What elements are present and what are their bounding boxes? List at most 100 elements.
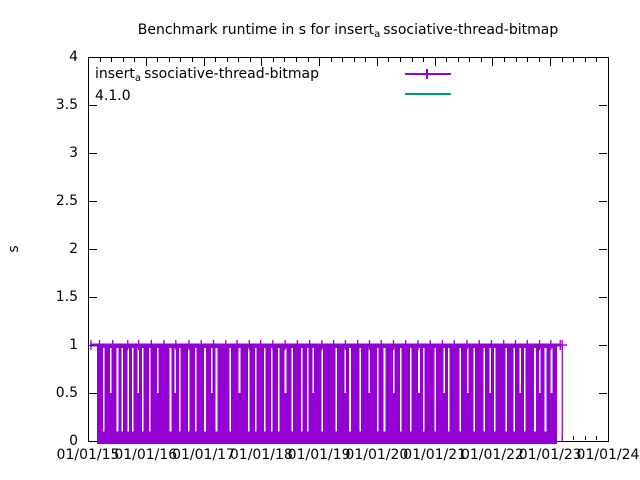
- x-tick-label: 01/01/24: [576, 447, 640, 463]
- series-last-drop: [561, 345, 563, 441]
- series-gap-half: [443, 348, 446, 393]
- series-gap-full: [229, 348, 232, 432]
- y-tick-label: 1: [69, 337, 78, 353]
- series-point-marker: [441, 340, 444, 350]
- series-gap-half: [284, 348, 287, 393]
- series-gap-half: [137, 348, 140, 393]
- series-gap-half: [211, 348, 213, 393]
- series-gap-half: [312, 348, 314, 393]
- series-gap-half: [392, 348, 395, 393]
- y-tick-label: 3.5: [55, 97, 78, 113]
- series-top-line: [90, 343, 562, 347]
- series-point-marker: [236, 340, 238, 350]
- chart-title-subscript: a: [374, 29, 381, 40]
- series-gap-full: [483, 348, 486, 432]
- series-point-marker: [392, 340, 395, 350]
- series-last-marker-v: [561, 340, 563, 350]
- series-gap-full: [349, 348, 351, 432]
- series-gap-full: [409, 348, 412, 432]
- series-point-marker: [163, 340, 165, 350]
- x-tick-label: 01/01/22: [460, 447, 524, 463]
- series-point-marker: [284, 340, 286, 350]
- series-gap-half: [550, 348, 553, 393]
- series-point-marker: [225, 340, 227, 350]
- series-gap-half: [109, 348, 112, 393]
- legend-entry-series: inserta ssociative-thread-bitmap: [95, 66, 319, 87]
- series-point-marker: [368, 340, 371, 350]
- series-point-marker: [332, 340, 335, 350]
- legend-entry-series-suffix: ssociative-thread-bitmap: [144, 66, 320, 82]
- series-gap-full: [247, 348, 250, 432]
- series-gap-full: [359, 348, 361, 432]
- legend-entry-series-prefix: insert: [95, 66, 135, 82]
- series-gap-full: [142, 348, 144, 432]
- y-tick-label: 0: [69, 433, 78, 449]
- series-gap-half: [344, 348, 347, 393]
- series-gap-full: [270, 348, 273, 432]
- series-gap-full: [422, 348, 425, 432]
- series-gap-full: [335, 348, 337, 432]
- y-tick-label: 1.5: [55, 289, 78, 305]
- series-gap-half: [466, 348, 469, 393]
- chart-title: Benchmark runtime in s for inserta ssocia…: [88, 22, 608, 40]
- series-gap-full: [459, 348, 462, 432]
- series-gap-full: [448, 348, 450, 432]
- series-gap-full: [264, 348, 266, 432]
- series-point-marker: [150, 340, 152, 350]
- series-gap-full: [399, 348, 402, 432]
- series-gap-full: [494, 348, 496, 432]
- series-gap-full: [204, 348, 206, 432]
- series-point-marker: [429, 340, 431, 350]
- series-gap-full: [524, 348, 526, 432]
- series-gap-full: [434, 348, 436, 432]
- series-gap-half: [368, 348, 371, 393]
- series-gap-full: [169, 348, 172, 432]
- series-gap-half: [238, 348, 241, 393]
- series-bottom-band: [96, 433, 558, 444]
- series-gap-half: [156, 348, 159, 393]
- legend-entry-version: 4.1.0: [95, 88, 131, 104]
- series-point-marker: [380, 340, 382, 350]
- series-gap-full: [121, 348, 123, 432]
- series-point-marker: [212, 340, 215, 350]
- series-gap-full: [102, 348, 105, 432]
- series-point-marker: [98, 340, 101, 350]
- y-tick-label: 3: [69, 145, 78, 161]
- series-gap-full: [188, 348, 190, 432]
- series-gap-full: [300, 348, 303, 432]
- x-tick-label: 01/01/16: [114, 447, 178, 463]
- x-tick-label: 01/01/15: [56, 447, 120, 463]
- series-point-marker: [296, 340, 299, 350]
- series-gap-half: [489, 348, 492, 393]
- series-gap-full: [473, 348, 476, 432]
- series-point-marker: [321, 340, 323, 350]
- series-point-marker: [175, 340, 177, 350]
- series-gap-full: [178, 348, 181, 432]
- y-tick-label: 0.5: [55, 385, 78, 401]
- series-point-marker: [417, 340, 419, 350]
- series-gap-full: [291, 348, 294, 432]
- series-point-marker: [490, 340, 493, 350]
- series-point-marker: [112, 340, 114, 350]
- series-gap-half: [418, 348, 420, 393]
- series-gap-full: [306, 348, 309, 432]
- series-point-marker: [538, 340, 541, 350]
- series-point-marker: [137, 340, 140, 350]
- series-point-marker: [90, 340, 92, 350]
- series-gap-half: [174, 348, 176, 393]
- series-mass: [96, 345, 558, 441]
- x-tick-label: 01/01/18: [229, 447, 293, 463]
- series-gap-full: [383, 348, 386, 432]
- series-point-marker: [127, 340, 129, 350]
- series-point-marker: [466, 340, 468, 350]
- series-point-marker: [357, 340, 359, 350]
- series-gap-full: [116, 348, 119, 432]
- legend-plus-marker: [426, 69, 428, 79]
- series-gap-full: [215, 348, 218, 432]
- legend-line-sample-series: [405, 73, 451, 75]
- series-point-marker: [405, 340, 407, 350]
- series-point-marker: [259, 340, 262, 350]
- series-point-marker: [453, 340, 455, 350]
